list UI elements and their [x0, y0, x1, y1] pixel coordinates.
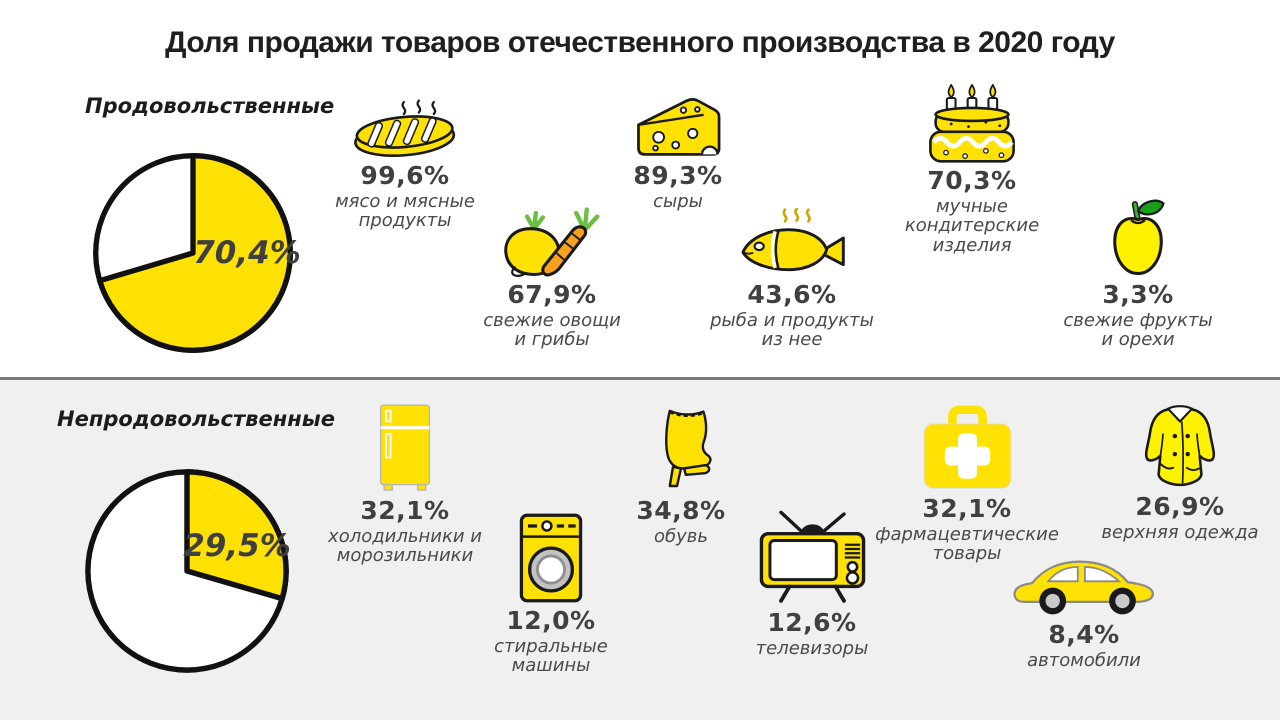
nonfood-item-cars: 8,4% автомобили [984, 546, 1184, 670]
food-item-confectionery: 70,3% мучные кондитерские изделия [877, 84, 1067, 255]
pie-filled-slice [184, 469, 289, 602]
item-label: мясо и мясные продукты [335, 191, 475, 232]
nonfood-item-washers: 12,0% стиральные машины [461, 510, 641, 676]
cake-icon [929, 84, 1015, 163]
item-value: 3,3% [1102, 280, 1174, 309]
food-item-cheese: 89,3% сыры [598, 95, 758, 211]
nonfood-pie-label: 29,5% [183, 528, 291, 564]
steak-icon [354, 99, 456, 157]
item-label: телевизоры [755, 638, 869, 659]
item-label: рыба и продукты из нее [710, 310, 874, 351]
item-value: 32,1% [922, 494, 1012, 523]
item-value: 43,6% [747, 280, 837, 309]
fridge-icon [379, 404, 431, 491]
item-value: 32,1% [360, 496, 450, 525]
nonfood-item-shoes: 34,8% обувь [591, 404, 771, 546]
nonfood-item-fridges: 32,1% холодильники и морозильники [315, 402, 495, 566]
cheese-icon [637, 97, 721, 156]
item-label: сыры [653, 191, 703, 212]
food-item-vegetables: 67,9% свежие овощи и грибы [462, 206, 642, 350]
food-pie-label: 70,4% [193, 235, 301, 271]
washing-machine-icon [519, 513, 583, 603]
first-aid-kit-icon [923, 405, 1011, 489]
item-value: 12,0% [506, 606, 596, 635]
page-title: Доля продажи товаров отечественного прои… [165, 26, 1115, 59]
item-label: верхняя одежда [1101, 522, 1259, 543]
shoe-icon [665, 409, 712, 488]
item-value: 34,8% [636, 496, 726, 525]
item-label: свежие фрукты и орехи [1063, 310, 1213, 351]
car-icon [1013, 560, 1154, 615]
item-value: 67,9% [507, 280, 597, 309]
item-label: фармацевтические товары [875, 524, 1059, 565]
tv-icon [759, 510, 865, 603]
item-value: 70,3% [927, 166, 1017, 195]
item-value: 99,6% [360, 161, 450, 190]
food-item-meat: 99,6% мясо и мясные продукты [315, 93, 495, 231]
item-label: автомобили [1027, 650, 1141, 671]
item-label: стиральные машины [494, 636, 608, 677]
item-label: мучные кондитерские изделия [904, 196, 1040, 256]
food-pie-chart [93, 153, 293, 353]
food-section-heading: Продовольственные [85, 94, 335, 118]
apple-icon [1113, 199, 1165, 275]
food-item-fish: 43,6% рыба и продукты из нее [697, 206, 887, 350]
nonfood-item-outerwear: 26,9% верхняя одежда [1085, 399, 1275, 542]
item-label: свежие овощи и грибы [483, 310, 621, 351]
item-value: 8,4% [1048, 620, 1120, 649]
nonfood-item-pharma: 32,1% фармацевтические товары [867, 402, 1067, 564]
nonfood-item-tv: 12,6% телевизоры [712, 507, 912, 658]
vegetables-icon [503, 207, 599, 277]
item-value: 12,6% [767, 608, 857, 637]
food-item-fruits: 3,3% свежие фрукты и орехи [1048, 198, 1228, 350]
item-value: 26,9% [1135, 492, 1225, 521]
item-label: холодильники и морозильники [328, 526, 482, 567]
pie-filled-slice [97, 153, 293, 353]
item-label: обувь [654, 526, 708, 547]
coat-icon [1144, 405, 1216, 487]
nonfood-pie-chart [85, 469, 289, 673]
section-divider [0, 377, 1280, 380]
fish-icon [741, 208, 845, 272]
item-value: 89,3% [633, 161, 723, 190]
nonfood-section-heading: Непродовольственные [57, 407, 335, 431]
